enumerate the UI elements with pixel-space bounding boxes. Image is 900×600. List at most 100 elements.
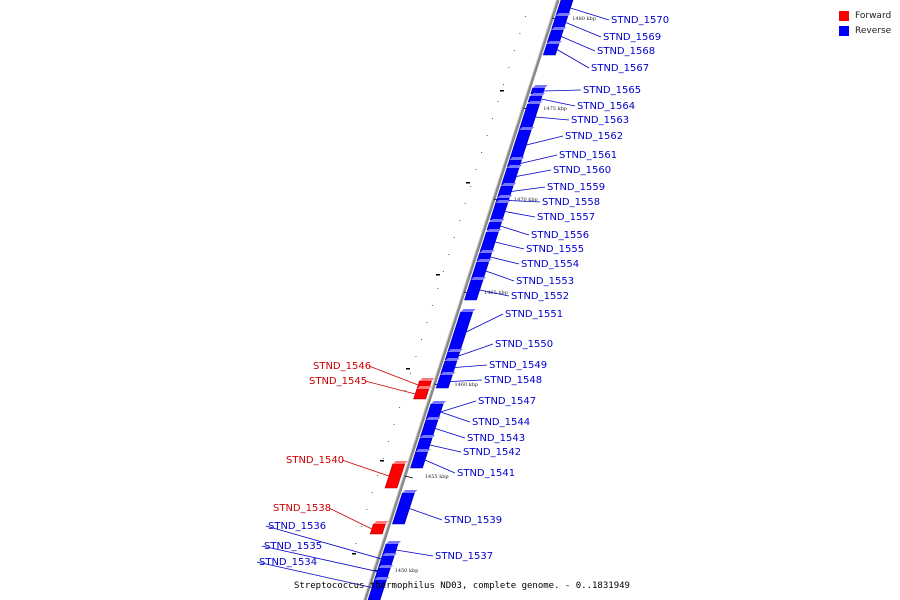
strand-legend: Forward Reverse [839, 8, 891, 38]
minor-dot [437, 288, 439, 289]
gene-leader-line [485, 270, 515, 282]
gene-feature[interactable] [413, 388, 430, 400]
gene-feature-bevel [392, 461, 408, 464]
gene-leader-line [341, 459, 390, 477]
gene-label[interactable]: STND_1567 [591, 63, 649, 74]
gene-feature-bevel [373, 521, 389, 524]
gene-leader-line [454, 364, 488, 368]
axis-tick-label: 1475 kbp [543, 106, 567, 112]
gene-feature-bevel [444, 358, 460, 361]
gene-label[interactable]: STND_1538 [273, 503, 331, 514]
gene-label[interactable]: STND_1552 [511, 291, 569, 302]
gene-label[interactable]: STND_1562 [565, 131, 623, 142]
gene-label[interactable]: STND_1537 [435, 551, 493, 562]
major-dash [406, 368, 410, 370]
gene-label[interactable]: STND_1568 [597, 46, 655, 57]
gene-label[interactable]: STND_1564 [577, 101, 635, 112]
major-dash [380, 460, 384, 462]
gene-label[interactable]: STND_1554 [521, 259, 579, 270]
gene-leader-line [508, 200, 541, 203]
minor-dot [399, 407, 401, 408]
gene-label[interactable]: STND_1542 [463, 447, 521, 458]
gene-label[interactable]: STND_1534 [259, 557, 317, 568]
minor-dot [513, 50, 515, 51]
legend-item-forward: Forward [839, 8, 891, 23]
gene-feature-bevel [501, 183, 517, 186]
gene-label[interactable]: STND_1536 [268, 521, 326, 532]
minor-dot [448, 254, 450, 255]
genome-axis [363, 0, 560, 600]
gene-leader-line [328, 507, 373, 530]
gene-label[interactable]: STND_1570 [611, 15, 669, 26]
minor-dot [519, 33, 521, 34]
minor-dot [415, 356, 417, 357]
gene-feature-bevel [495, 200, 511, 203]
gene-feature[interactable] [369, 523, 386, 535]
minor-dot [393, 424, 395, 425]
gene-label[interactable]: STND_1543 [467, 433, 525, 444]
gene-label[interactable]: STND_1546 [313, 361, 371, 372]
gene-label[interactable]: STND_1561 [559, 150, 617, 161]
gene-label[interactable]: STND_1547 [478, 396, 536, 407]
axis-tick-mark [404, 475, 413, 479]
gene-leader-line [543, 89, 582, 92]
gene-label[interactable]: STND_1559 [547, 182, 605, 193]
gene-leader-line [504, 211, 536, 218]
gene-label[interactable]: STND_1545 [309, 376, 367, 387]
gene-feature-bevel [506, 165, 522, 168]
axis-tick-label: 1460 kbp [454, 382, 478, 388]
gene-feature[interactable] [542, 43, 560, 56]
gene-leader-line [364, 380, 416, 395]
gene-label[interactable]: STND_1553 [516, 276, 574, 287]
gene-leader-line [526, 135, 564, 146]
gene-feature-bevel [509, 157, 525, 160]
gene-feature-bevel [386, 541, 402, 544]
gene-leader-line [265, 525, 393, 563]
gene-feature-bevel [374, 577, 390, 580]
gene-leader-line [440, 411, 471, 423]
gene-label[interactable]: STND_1539 [444, 515, 502, 526]
gene-feature-bevel [470, 277, 486, 280]
gene-label[interactable]: STND_1535 [264, 541, 322, 552]
minor-dot [431, 305, 433, 306]
gene-label[interactable]: STND_1565 [583, 85, 641, 96]
minor-dot [371, 492, 373, 493]
major-dash [466, 182, 470, 184]
gene-label[interactable]: STND_1549 [489, 360, 547, 371]
gene-feature-bevel [479, 250, 495, 253]
gene-label[interactable]: STND_1569 [603, 32, 661, 43]
minor-dot [524, 16, 526, 17]
gene-leader-line [396, 549, 434, 557]
gene-label[interactable]: STND_1558 [542, 197, 600, 208]
gene-feature-bevel [416, 386, 432, 389]
legend-reverse-label: Reverse [855, 25, 892, 36]
minor-dot [481, 152, 483, 153]
gene-label[interactable]: STND_1560 [553, 165, 611, 176]
gene-label[interactable]: STND_1550 [495, 339, 553, 350]
gene-label[interactable]: STND_1557 [537, 212, 595, 223]
minor-dot [377, 475, 379, 476]
gene-label[interactable]: STND_1563 [571, 115, 629, 126]
gene-label[interactable]: STND_1551 [505, 309, 563, 320]
gene-label[interactable]: STND_1556 [531, 230, 589, 241]
gene-label[interactable]: STND_1540 [286, 455, 344, 466]
gene-feature[interactable] [486, 221, 503, 231]
gene-label[interactable]: STND_1541 [457, 468, 515, 479]
minor-dot [360, 526, 362, 527]
minor-dot [355, 543, 357, 544]
gene-leader-line [458, 343, 494, 357]
minor-dot [453, 237, 455, 238]
gene-leader-line [535, 116, 570, 121]
gene-label[interactable]: STND_1555 [526, 244, 584, 255]
gene-leader-line [409, 508, 443, 521]
gene-leader-line [511, 186, 546, 192]
minor-dot [497, 101, 499, 102]
minor-tick-dots [352, 16, 526, 555]
gene-feature-bevel [476, 259, 492, 262]
gene-label[interactable]: STND_1544 [472, 417, 530, 428]
gene-feature[interactable] [435, 374, 453, 389]
gene-feature-bevel [486, 229, 502, 232]
gene-label[interactable]: STND_1548 [484, 375, 542, 386]
minor-dot [388, 441, 390, 442]
